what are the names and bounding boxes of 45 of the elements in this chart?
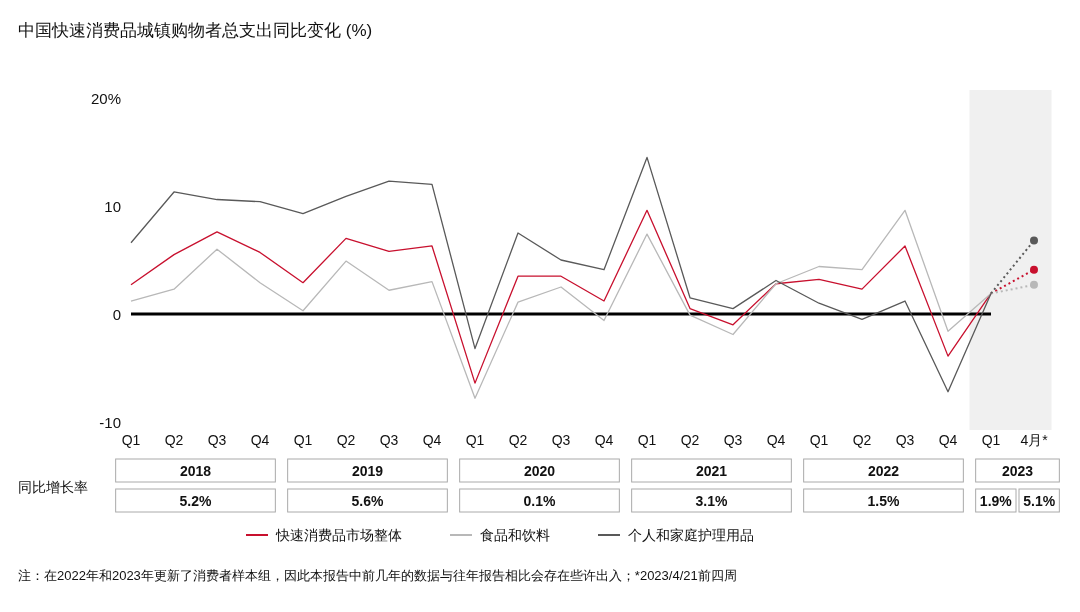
text: 1.5% bbox=[867, 492, 900, 509]
x-tick-label: Q1 bbox=[121, 432, 141, 448]
x-tick-label: Q2 bbox=[680, 432, 700, 448]
x-tick-label: Q3 bbox=[895, 432, 915, 448]
text: 5.6% bbox=[351, 492, 384, 509]
text: 2022 bbox=[867, 462, 900, 479]
legend-label: 快速消费品市场整体 bbox=[275, 527, 402, 543]
text: 2019 bbox=[351, 462, 384, 479]
x-tick-label: Q4 bbox=[938, 432, 958, 448]
text: 2021 bbox=[695, 462, 728, 479]
x-tick-label: Q3 bbox=[207, 432, 227, 448]
x-tick-label: Q2 bbox=[336, 432, 356, 448]
text: 2018 bbox=[179, 462, 212, 479]
x-tick-label: Q1 bbox=[981, 432, 1001, 448]
chart-title: 中国快速消费品城镇购物者总支出同比变化 (%) bbox=[18, 21, 373, 40]
text: 5.1% bbox=[1023, 492, 1056, 509]
x-tick-label: Q3 bbox=[551, 432, 571, 448]
y-tick-label: 10 bbox=[104, 197, 121, 215]
text: 注：在2022年和2023年更新了消费者样本组，因此本报告中前几年的数据与往年报告相比会存在些许出入；*2023/4/21前四周 bbox=[18, 568, 737, 583]
x-tick-label: Q4 bbox=[422, 432, 442, 448]
x-tick-label: Q1 bbox=[809, 432, 829, 448]
x-tick-label: 4月* bbox=[1020, 432, 1049, 448]
x-tick-label: Q1 bbox=[293, 432, 313, 448]
x-tick-label: Q1 bbox=[637, 432, 657, 448]
x-tick-label: Q3 bbox=[723, 432, 743, 448]
x-tick-label: Q4 bbox=[766, 432, 786, 448]
text: 0.1% bbox=[523, 492, 556, 509]
x-tick-label: Q3 bbox=[379, 432, 399, 448]
text: 2020 bbox=[523, 462, 556, 479]
x-tick-label: Q2 bbox=[164, 432, 184, 448]
text: 2023 bbox=[1001, 462, 1034, 479]
x-tick-label: Q4 bbox=[250, 432, 270, 448]
x-tick-label: Q2 bbox=[508, 432, 528, 448]
y-tick-label: 20% bbox=[90, 89, 121, 107]
y-tick-label: 0 bbox=[112, 305, 121, 323]
text: 同比增长率 bbox=[18, 479, 88, 495]
text: 1.9% bbox=[979, 492, 1013, 509]
legend-label: 个人和家庭护理用品 bbox=[628, 527, 754, 543]
x-tick-label: Q1 bbox=[465, 432, 485, 448]
x-tick-label: Q4 bbox=[594, 432, 614, 448]
x-tick-label: Q2 bbox=[852, 432, 872, 448]
y-tick-label: -10 bbox=[99, 413, 121, 431]
text: 3.1% bbox=[695, 492, 728, 509]
legend-label: 食品和饮料 bbox=[480, 527, 550, 543]
text: 5.2% bbox=[179, 492, 212, 509]
